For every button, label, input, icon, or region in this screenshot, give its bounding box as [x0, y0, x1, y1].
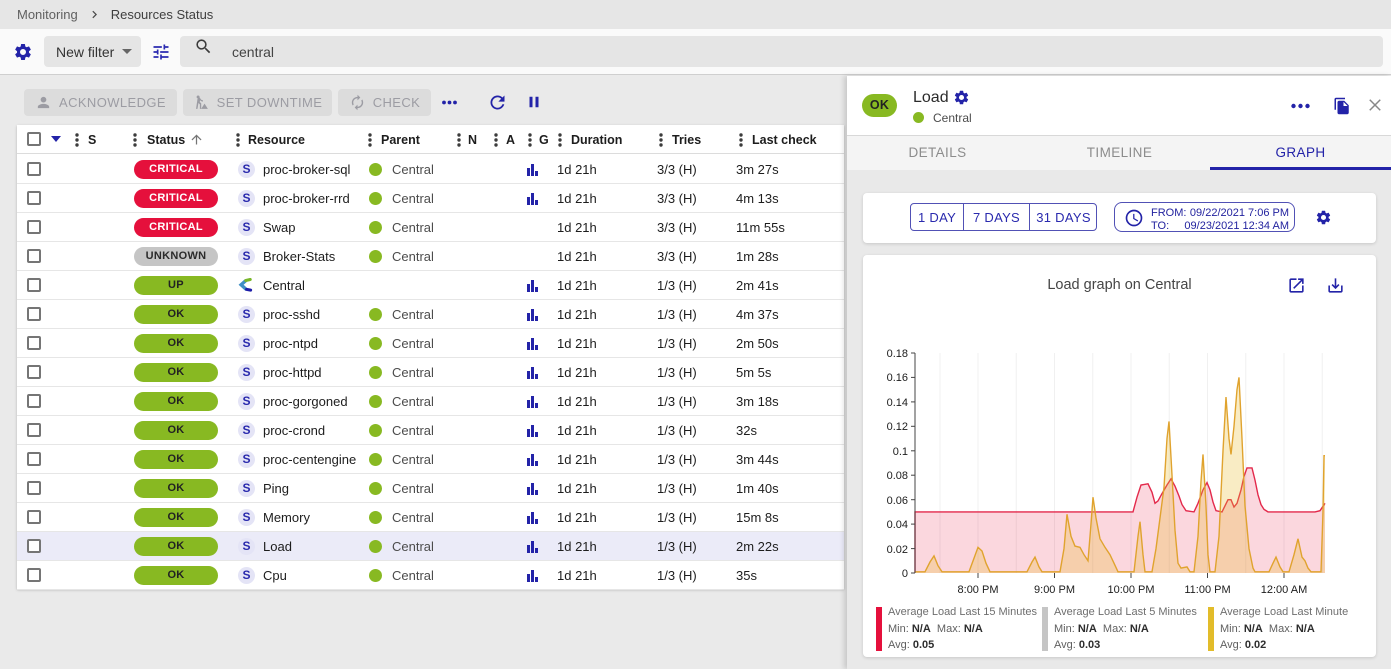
svg-text:0.06: 0.06: [887, 495, 908, 507]
svg-text:0.12: 0.12: [887, 421, 908, 433]
svg-text:9:00 PM: 9:00 PM: [1034, 584, 1075, 596]
svg-text:0.14: 0.14: [887, 397, 908, 409]
svg-text:0.04: 0.04: [887, 519, 908, 531]
svg-text:0: 0: [902, 568, 908, 580]
svg-text:0.1: 0.1: [893, 446, 908, 458]
svg-text:10:00 PM: 10:00 PM: [1107, 584, 1154, 596]
svg-text:0.16: 0.16: [887, 372, 908, 384]
svg-text:0.02: 0.02: [887, 544, 908, 556]
svg-text:11:00 PM: 11:00 PM: [1184, 584, 1230, 596]
svg-text:8:00 PM: 8:00 PM: [958, 584, 999, 596]
svg-text:0.18: 0.18: [887, 348, 908, 360]
svg-text:12:00 AM: 12:00 AM: [1261, 584, 1307, 596]
svg-text:0.08: 0.08: [887, 470, 908, 482]
